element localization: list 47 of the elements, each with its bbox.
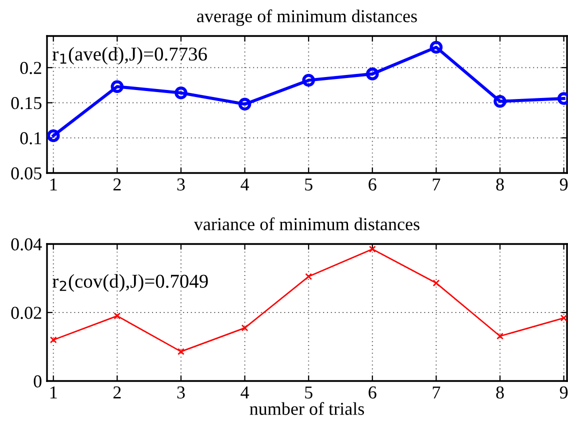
y-tick-label: 0.04 — [11, 238, 42, 251]
point — [366, 68, 379, 80]
point — [114, 312, 121, 320]
y-tick-label: 0.02 — [11, 306, 42, 320]
y-tick-label: 0.05 — [11, 167, 42, 180]
point — [560, 314, 568, 322]
chart-title: variance of minimum distances — [194, 217, 420, 230]
x-tick-label: 2 — [113, 178, 121, 190]
x-tick-label: 1 — [50, 178, 57, 190]
x-tick-label: 7 — [432, 386, 440, 398]
x-tick-label: 4 — [240, 178, 250, 190]
point — [494, 94, 506, 108]
x-tick-label: 6 — [368, 178, 376, 191]
x-axis-title: number of trials — [250, 402, 364, 415]
y-tick-label: 0 — [34, 375, 42, 388]
x-tick-label: 9 — [560, 386, 568, 399]
x-tick-label: 7 — [432, 178, 440, 190]
point — [302, 74, 315, 87]
chart-title: average of minimum distances — [197, 9, 417, 26]
x-tick-label: 5 — [305, 386, 312, 399]
point — [238, 98, 252, 111]
x-tick-label: 3 — [177, 178, 185, 191]
x-tick-label: 1 — [50, 386, 57, 398]
point — [46, 129, 60, 142]
x-tick-label: 8 — [496, 386, 504, 399]
x-tick-label: 4 — [240, 386, 250, 398]
x-tick-label: 5 — [305, 178, 312, 191]
point — [496, 332, 504, 340]
y-tick-label: 0.15 — [11, 97, 42, 110]
point — [178, 348, 184, 356]
annotation: r$_{2}$(cov(d),J)=0.7049 — [52, 274, 208, 292]
y-tick-label: 0.1 — [20, 132, 42, 144]
point — [305, 273, 312, 280]
x-tick-label: 9 — [560, 178, 568, 191]
point — [241, 324, 248, 332]
point — [430, 40, 443, 54]
annotation: r$_{1}$(ave(d),J)=0.7736 — [52, 46, 207, 65]
point — [368, 246, 376, 253]
point — [110, 80, 124, 93]
y-tick-label: 0.2 — [20, 62, 42, 74]
x-tick-label: 2 — [113, 386, 121, 398]
point — [432, 280, 440, 287]
x-tick-label: 6 — [368, 386, 376, 399]
x-tick-label: 8 — [496, 178, 504, 191]
x-tick-label: 3 — [177, 386, 185, 399]
point — [174, 86, 188, 100]
point — [50, 336, 57, 344]
